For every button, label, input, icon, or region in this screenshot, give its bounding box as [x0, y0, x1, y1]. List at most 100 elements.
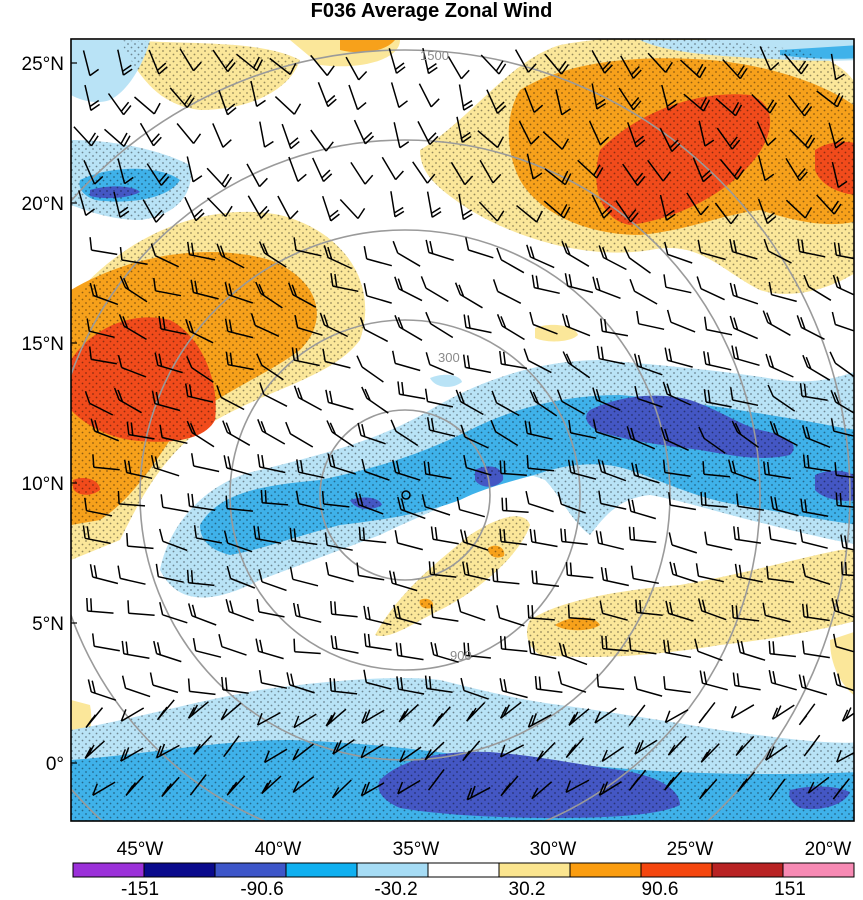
wind-barb: [218, 89, 237, 116]
wind-barb: [394, 276, 423, 302]
wind-barb: [396, 676, 425, 695]
wind-barb: [736, 639, 766, 661]
wind-barb: [531, 781, 553, 800]
wind-barb: [594, 707, 617, 724]
wind-barb: [255, 281, 283, 309]
wind-barb: [830, 418, 854, 437]
wind-barb: [193, 734, 213, 755]
wind-barb: [801, 425, 831, 448]
wind-barb: [765, 353, 794, 378]
lon-label-35w: 35°W: [393, 839, 440, 860]
wind-barb: [150, 243, 180, 268]
wind-barb: [160, 494, 189, 513]
wind-barb: [762, 310, 791, 336]
wind-barb: [598, 781, 622, 796]
wind-barb: [190, 279, 219, 300]
wind-barb: [90, 418, 119, 442]
wind-barb: [529, 311, 558, 335]
wind-barb: [664, 347, 693, 368]
wind-barb: [700, 491, 728, 508]
wind-barb: [492, 279, 522, 304]
wind-barb: [479, 159, 502, 184]
wind-barb: [527, 604, 555, 621]
wind-barb: [555, 89, 572, 116]
wind-barb: [460, 424, 489, 449]
wind-barb: [424, 741, 445, 761]
wind-barb: [420, 276, 449, 303]
wind-barb: [253, 525, 282, 544]
wind-barb: [326, 420, 355, 448]
wind-barb: [190, 453, 220, 473]
wind-barb: [544, 168, 572, 186]
wind-barb: [751, 93, 778, 114]
range-ring-labels: 300 900 1500: [420, 48, 472, 663]
colorbar-label-3: -30.2: [374, 879, 417, 900]
wind-barb: [765, 744, 788, 761]
wind-barb: [350, 161, 374, 185]
wind-barb: [480, 54, 507, 75]
wind-barb: [486, 89, 507, 114]
wind-barb: [626, 426, 656, 450]
wind-barb: [126, 533, 154, 550]
wind-barb: [770, 496, 799, 517]
wind-barb: [565, 562, 594, 579]
wind-barb: [835, 492, 854, 508]
wind-barb: [768, 526, 797, 545]
wind-barb: [715, 98, 743, 117]
wind-barb: [789, 129, 816, 149]
lat-label-15n: 15°N: [22, 334, 64, 355]
wind-barb: [113, 387, 142, 414]
wind-barb: [459, 529, 489, 551]
wind-barb: [258, 569, 287, 592]
wind-barb: [250, 80, 266, 108]
wind-barb: [816, 194, 842, 215]
wind-barb: [500, 775, 519, 797]
wind-barb: [84, 84, 101, 112]
wind-barb: [763, 238, 792, 264]
wind-barb: [361, 709, 385, 725]
wind-barb: [220, 702, 242, 721]
wind-barb: [647, 52, 673, 73]
wind-barb: [623, 246, 651, 274]
wind-barb: [148, 49, 168, 75]
wind-barb: [798, 674, 828, 696]
wind-barb: [259, 121, 274, 148]
wind-barb: [322, 348, 351, 369]
wind-barb: [359, 317, 389, 343]
wind-barb: [633, 676, 663, 697]
wind-barb: [768, 281, 797, 303]
wind-barb: [394, 315, 423, 341]
wind-barb: [294, 314, 323, 336]
wind-barb: [184, 196, 205, 222]
wind-barb: [514, 49, 537, 73]
wind-barb: [662, 459, 691, 477]
wind-barb: [224, 318, 254, 339]
wind-barb: [531, 570, 559, 588]
wind-barb: [261, 775, 282, 795]
wind-barb: [463, 454, 492, 476]
wind-barb: [499, 678, 528, 699]
wind-barb: [296, 459, 325, 479]
wind-barb: [600, 567, 629, 587]
wind-barb: [490, 419, 519, 447]
wind-barb: [661, 84, 678, 111]
wind-barb: [216, 243, 245, 269]
wind-barb: [225, 351, 254, 371]
wind-barb: [361, 458, 390, 481]
wind-barb: [635, 599, 663, 616]
wind-barb: [456, 116, 472, 143]
wind-barb: [596, 345, 625, 365]
wind-barb: [218, 634, 247, 656]
wind-barb: [236, 53, 264, 72]
wind-barb: [274, 96, 302, 115]
wind-barb: [363, 605, 392, 626]
wind-barb: [186, 241, 216, 261]
wind-barb: [391, 350, 421, 372]
wind-barb: [293, 713, 317, 729]
wind-barb: [289, 566, 319, 587]
wind-barb: [292, 602, 322, 623]
wind-barb: [358, 526, 387, 544]
colorbar-labels: -151 -90.6 -30.2 30.2 90.6 151: [121, 879, 806, 900]
wind-barb: [222, 420, 251, 446]
